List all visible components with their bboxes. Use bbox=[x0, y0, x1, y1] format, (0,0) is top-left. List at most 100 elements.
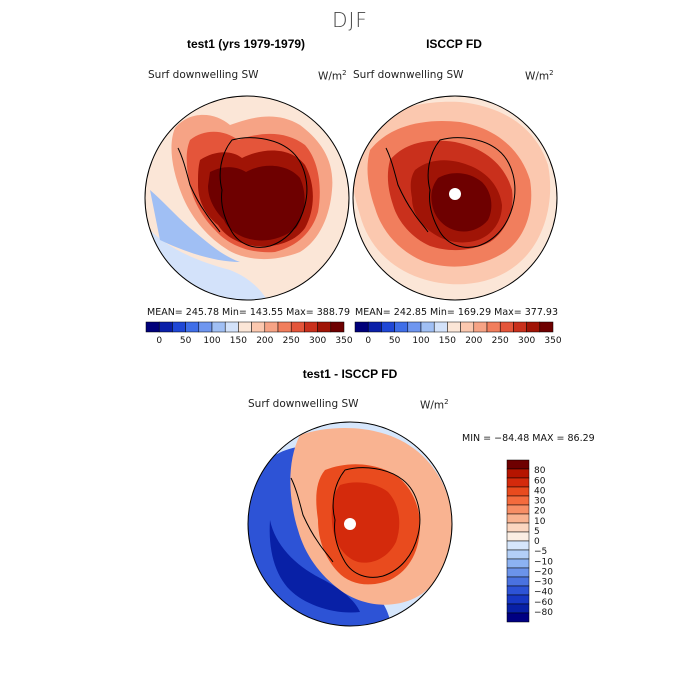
panel2-units-exp: 2 bbox=[549, 69, 554, 77]
colorbar1-swatch-14 bbox=[330, 321, 345, 333]
colorbar1-swatch-7 bbox=[238, 321, 252, 333]
colorbar-diff-tick-5: 10 bbox=[534, 517, 546, 527]
panel3-title: test1 - ISCCP FD bbox=[302, 367, 398, 381]
colorbar-diff-swatch-10 bbox=[506, 549, 530, 560]
colorbar2-swatch-8 bbox=[460, 321, 475, 333]
colorbar1-swatch-9 bbox=[264, 321, 279, 333]
colorbar2-tick-7: 350 bbox=[544, 336, 561, 346]
panel1-units-exp: 2 bbox=[342, 69, 347, 77]
map2-field bbox=[353, 96, 557, 300]
panel1-stats: MEAN= 245.78 Min= 143.55 Max= 388.79 bbox=[147, 307, 351, 318]
colorbar-diff-swatch-12 bbox=[506, 567, 530, 578]
colorbar-diff-tick-6: 5 bbox=[534, 527, 540, 537]
map1-high-region-core bbox=[208, 165, 305, 241]
colorbar1-tick-6: 300 bbox=[309, 336, 326, 346]
colorbar-diff-swatch-11 bbox=[506, 558, 530, 569]
colorbar1-tick-7: 350 bbox=[335, 336, 352, 346]
map3-frame bbox=[247, 421, 453, 627]
map3-field bbox=[248, 422, 452, 626]
colorbar2-swatch-14 bbox=[539, 321, 554, 333]
colorbar1-swatch-2 bbox=[172, 321, 186, 333]
panel3-minmax: MIN = −84.48 MAX = 86.29 bbox=[462, 433, 595, 444]
panel1-variable: Surf downwelling SW bbox=[148, 69, 259, 81]
colorbar-panel2: 0 50 100 150 200 250 300 350 bbox=[354, 321, 562, 346]
colorbar2-swatch-6 bbox=[433, 321, 448, 333]
map1-polar-plot bbox=[144, 95, 350, 301]
colorbar2-swatch-1 bbox=[367, 321, 382, 333]
colorbar-diff-swatch-13 bbox=[506, 576, 530, 587]
colorbar1-swatch-5 bbox=[211, 321, 226, 333]
colorbar2-swatch-0 bbox=[354, 321, 369, 333]
colorbar1-tick-5: 250 bbox=[283, 336, 300, 346]
colorbar1-swatch-1 bbox=[158, 321, 173, 333]
map1-antarctic-coastline bbox=[219, 137, 308, 248]
map2-core bbox=[431, 173, 492, 232]
map3-negative-region-core bbox=[269, 520, 360, 613]
colorbar-diff-swatch-6 bbox=[506, 513, 530, 524]
colorbar2-swatch-9 bbox=[473, 321, 488, 333]
map2-frame bbox=[352, 95, 558, 301]
colorbar2-tick-4: 200 bbox=[465, 336, 482, 346]
panel3-units-base: W/m bbox=[420, 399, 445, 412]
colorbar-diff-tick-11: −30 bbox=[534, 578, 553, 588]
map1-low-region-core bbox=[150, 190, 240, 262]
colorbar1-swatch-12 bbox=[304, 321, 318, 333]
colorbar1-swatch-8 bbox=[251, 321, 266, 333]
colorbar1-swatch-0 bbox=[145, 321, 160, 333]
colorbar-diff-swatch-4 bbox=[506, 495, 530, 506]
map1-frame bbox=[144, 95, 350, 301]
colorbar2-swatch-5 bbox=[420, 321, 435, 333]
colorbar-diff-tick-10: −20 bbox=[534, 567, 553, 577]
colorbar2-swatch-11 bbox=[499, 321, 514, 333]
colorbar1-swatch-10 bbox=[277, 321, 292, 333]
colorbar-diff-tick-9: −10 bbox=[534, 557, 553, 567]
colorbar-diff-tick-4: 20 bbox=[534, 507, 546, 517]
colorbar-diff-tick-3: 30 bbox=[534, 497, 546, 507]
colorbar1-tick-0: 0 bbox=[156, 336, 162, 346]
map3-polar-plot bbox=[247, 421, 453, 627]
colorbar1-swatch-3 bbox=[185, 321, 200, 333]
colorbar2-swatch-12 bbox=[513, 321, 527, 333]
map3-pole-missing-data bbox=[344, 518, 356, 530]
colorbar2-tick-0: 0 bbox=[365, 336, 371, 346]
colorbar1-tick-2: 100 bbox=[203, 336, 220, 346]
panel1-title: test1 (yrs 1979-1979) bbox=[186, 37, 306, 51]
colorbar-diff-swatch-17 bbox=[506, 612, 530, 623]
colorbar1-swatch-6 bbox=[224, 321, 239, 333]
colorbar-diff-tick-0: 80 bbox=[534, 466, 546, 476]
map2-antarctic-coastline bbox=[427, 137, 516, 248]
colorbar-diff-tick-13: −60 bbox=[534, 598, 553, 608]
panel2-stats: MEAN= 242.85 Min= 169.29 Max= 377.93 bbox=[355, 307, 559, 318]
panel2-units-base: W/m bbox=[525, 70, 550, 83]
colorbar2-tick-5: 250 bbox=[492, 336, 509, 346]
colorbar1-swatch-4 bbox=[198, 321, 213, 333]
map3-antarctic-coastline bbox=[332, 467, 421, 578]
colorbar-diff-swatch-1 bbox=[506, 468, 530, 479]
colorbar2-swatch-7 bbox=[447, 321, 461, 333]
colorbar-diff-tick-14: −80 bbox=[534, 608, 553, 618]
colorbar-diff-swatch-8 bbox=[506, 531, 530, 542]
colorbar1-tick-1: 50 bbox=[180, 336, 192, 346]
panel2-title: ISCCP FD bbox=[426, 37, 482, 51]
colorbar-diff-swatch-2 bbox=[506, 477, 530, 488]
colorbar-diff-tick-1: 60 bbox=[534, 476, 546, 486]
colorbar2-swatch-3 bbox=[394, 321, 409, 333]
panel3-units-exp: 2 bbox=[444, 398, 449, 406]
colorbar2-tick-2: 100 bbox=[412, 336, 429, 346]
map1-peninsula-coastline bbox=[177, 147, 221, 233]
colorbar-diff-tick-12: −40 bbox=[534, 588, 553, 598]
colorbar2-swatch-13 bbox=[526, 321, 541, 333]
colorbar1-tick-4: 200 bbox=[256, 336, 273, 346]
colorbar-diff-swatch-16 bbox=[506, 603, 530, 614]
colorbar-diff-tick-8: −5 bbox=[534, 547, 547, 557]
colorbar2-swatch-2 bbox=[381, 321, 395, 333]
panel3-units: W/m2 bbox=[420, 398, 449, 412]
colorbar2-tick-1: 50 bbox=[389, 336, 401, 346]
map2-polar-plot bbox=[352, 95, 558, 301]
colorbar2-swatch-4 bbox=[407, 321, 422, 333]
panel3-variable: Surf downwelling SW bbox=[248, 398, 359, 410]
map3-positive-region-core bbox=[331, 482, 400, 563]
